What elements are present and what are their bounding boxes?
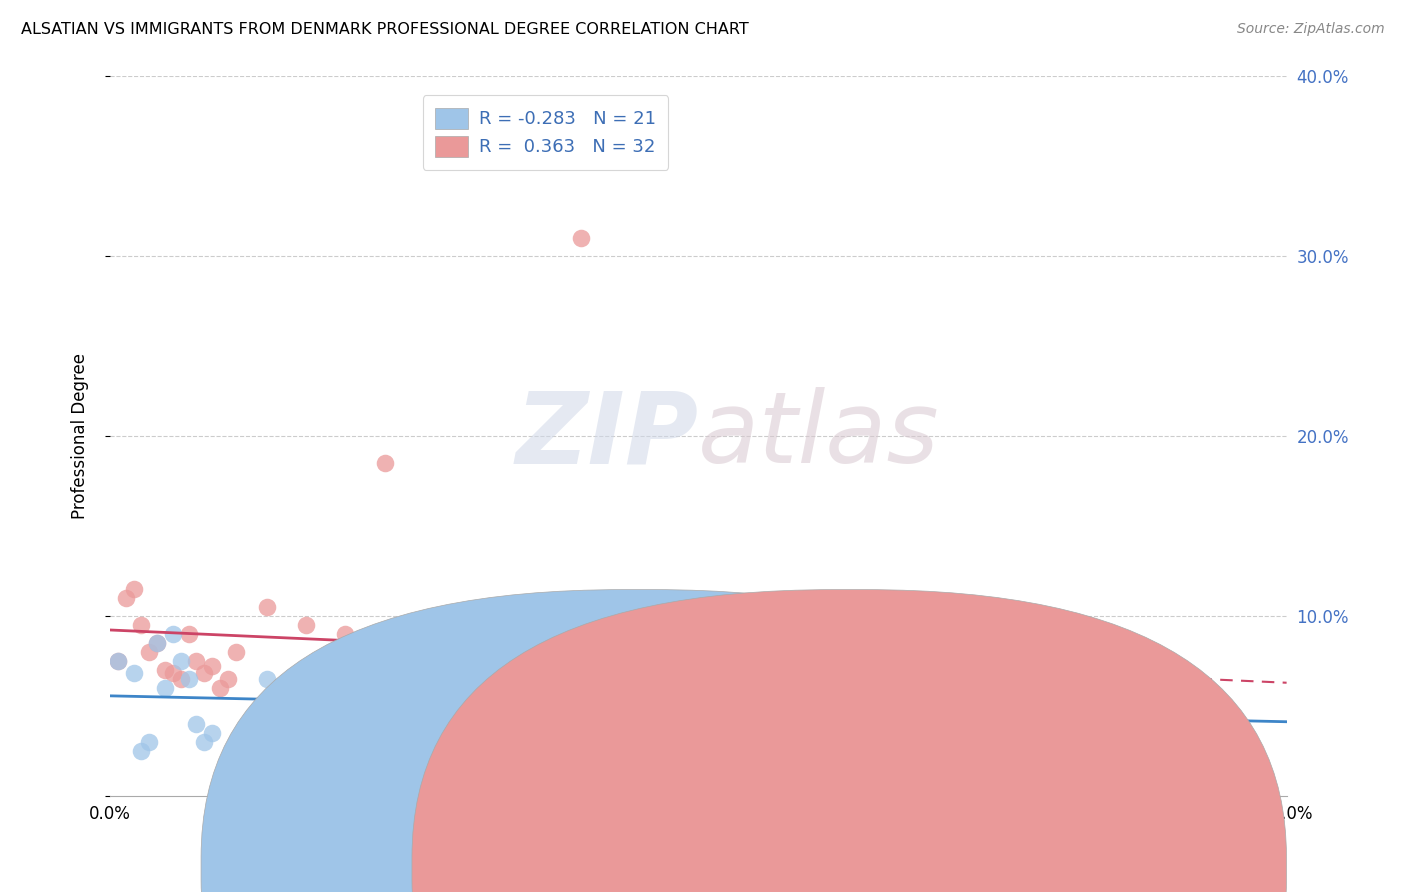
Point <box>374 456 396 470</box>
Point <box>569 690 592 704</box>
Point <box>335 626 357 640</box>
Point <box>153 663 176 677</box>
Text: Source: ZipAtlas.com: Source: ZipAtlas.com <box>1237 22 1385 37</box>
Point <box>1001 753 1024 767</box>
Point <box>225 645 247 659</box>
Point <box>177 672 200 686</box>
Point <box>177 626 200 640</box>
Point <box>138 735 160 749</box>
Point <box>883 707 905 722</box>
Text: ALSATIAN VS IMMIGRANTS FROM DENMARK PROFESSIONAL DEGREE CORRELATION CHART: ALSATIAN VS IMMIGRANTS FROM DENMARK PROF… <box>21 22 749 37</box>
Point <box>162 666 184 681</box>
Y-axis label: Professional Degree: Professional Degree <box>72 352 89 518</box>
Point <box>1197 681 1219 695</box>
Text: Alsatians: Alsatians <box>661 859 737 877</box>
Point <box>114 591 136 605</box>
Point <box>295 744 318 758</box>
Point <box>107 654 129 668</box>
Point <box>162 626 184 640</box>
Point <box>208 681 231 695</box>
Point <box>569 230 592 244</box>
Point <box>138 645 160 659</box>
Point <box>922 753 945 767</box>
Point <box>131 744 153 758</box>
Point <box>186 716 208 731</box>
Point <box>122 666 145 681</box>
Point <box>122 582 145 596</box>
Point <box>217 672 239 686</box>
Text: atlas: atlas <box>699 387 941 484</box>
Point <box>295 617 318 632</box>
Point <box>727 707 749 722</box>
Text: ZIP: ZIP <box>516 387 699 484</box>
Point <box>193 666 215 681</box>
Point <box>648 753 671 767</box>
Point <box>193 735 215 749</box>
Point <box>169 654 191 668</box>
Point <box>412 636 434 650</box>
Point <box>131 617 153 632</box>
Point <box>153 681 176 695</box>
Point <box>256 599 278 614</box>
Point <box>107 654 129 668</box>
Point <box>146 636 169 650</box>
Point <box>530 725 553 739</box>
Point <box>169 672 191 686</box>
Point <box>491 608 513 623</box>
Point <box>883 698 905 713</box>
Point <box>201 725 224 739</box>
Point <box>727 617 749 632</box>
Point <box>609 735 631 749</box>
Text: Immigrants from Denmark: Immigrants from Denmark <box>872 859 1092 877</box>
Point <box>648 716 671 731</box>
Legend: R = -0.283   N = 21, R =  0.363   N = 32: R = -0.283 N = 21, R = 0.363 N = 32 <box>423 95 668 169</box>
Point <box>146 636 169 650</box>
Point <box>804 626 827 640</box>
Point <box>201 659 224 673</box>
Point <box>451 617 474 632</box>
Point <box>186 654 208 668</box>
Point <box>256 672 278 686</box>
Point <box>609 681 631 695</box>
Point <box>688 690 710 704</box>
